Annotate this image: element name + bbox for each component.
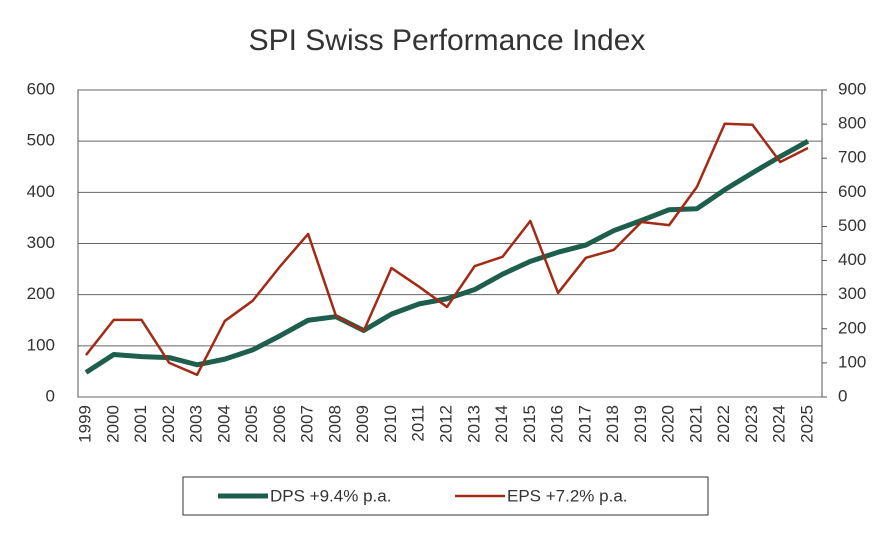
x-tick-label: 2016 [548,405,567,443]
series-line [85,122,809,377]
y2-tick-label: 0 [838,386,847,405]
x-tick-label: 2012 [436,405,455,443]
x-tick-label: 2000 [103,405,122,443]
x-tick-label: 2006 [270,405,289,443]
x-tick-label: 2015 [520,405,539,443]
x-tick-label: 2025 [797,405,816,443]
y-tick-label: 400 [27,182,55,201]
x-tick-label: 1999 [75,405,94,443]
x-tick-label: 2014 [492,405,511,443]
x-tick-label: 2002 [159,405,178,443]
y2-tick-label: 300 [838,284,866,303]
y-tick-label: 300 [27,233,55,252]
x-tick-label: 2003 [187,405,206,443]
y-tick-label: 100 [27,335,55,354]
y-tick-label: 200 [27,284,55,303]
x-tick-label: 2005 [242,405,261,443]
x-tick-label: 2018 [603,405,622,443]
y2-tick-label: 200 [838,318,866,337]
x-tick-label: 2019 [631,405,650,443]
series-line [84,138,810,375]
x-tick-label: 2013 [464,405,483,443]
x-tick-label: 2008 [325,405,344,443]
y2-tick-label: 500 [838,216,866,235]
x-tick-label: 2021 [686,405,705,443]
legend-label: EPS +7.2% p.a. [507,486,628,505]
y-tick-label: 500 [27,131,55,150]
x-tick-label: 2009 [353,405,372,443]
x-tick-label: 2022 [714,405,733,443]
y2-tick-label: 900 [838,79,866,98]
chart-title: SPI Swiss Performance Index [249,24,646,57]
y2-tick-label: 100 [838,352,866,371]
x-tick-label: 2004 [214,405,233,443]
y-tick-label: 0 [46,386,55,405]
x-tick-label: 2001 [131,405,150,443]
x-tick-label: 2017 [575,405,594,443]
y-tick-label: 600 [27,79,55,98]
y2-tick-label: 800 [838,114,866,133]
x-tick-label: 2024 [770,405,789,443]
legend-box [182,476,709,516]
x-tick-label: 2007 [298,405,317,443]
x-tick-label: 2023 [742,405,761,443]
y2-tick-label: 700 [838,148,866,167]
x-tick-label: 2020 [659,405,678,443]
y2-tick-label: 600 [838,182,866,201]
x-tick-label: 2010 [381,405,400,443]
y2-tick-label: 400 [838,250,866,269]
legend-label: DPS +9.4% p.a. [270,486,391,505]
x-tick-label: 2011 [409,405,428,442]
